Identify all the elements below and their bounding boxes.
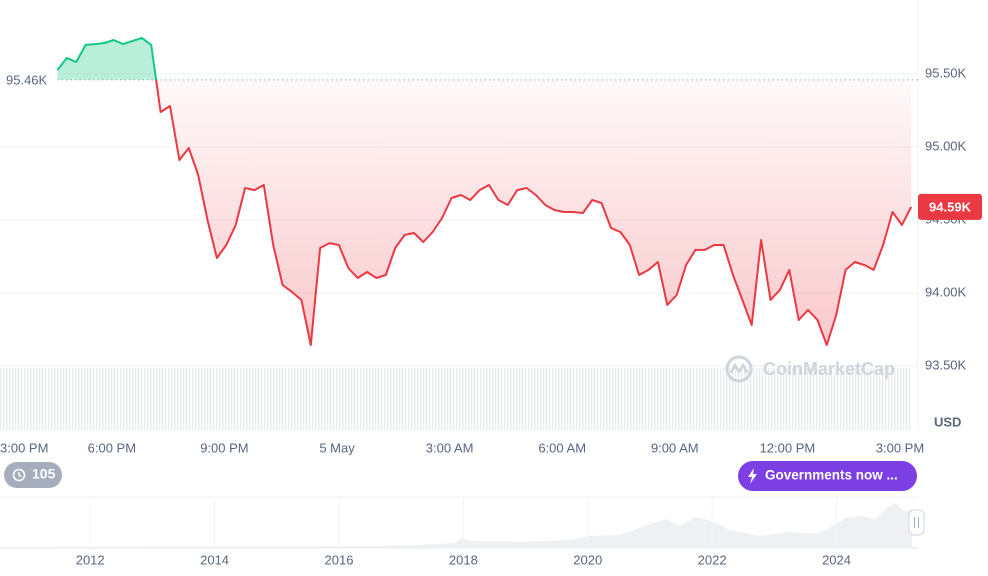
navigator-year: 2014: [200, 552, 229, 567]
baseline-label: 95.46K: [6, 72, 48, 87]
line-down: [155, 79, 913, 346]
y-tick-label: 95.00K: [925, 138, 967, 153]
x-tick-label: 3:00 AM: [426, 440, 474, 455]
last-price-label: 94.59K: [929, 199, 972, 214]
currency: USD: [934, 414, 961, 429]
navigator-year: 2012: [76, 552, 105, 567]
y-tick-label: 93.50K: [925, 357, 967, 372]
area-up: [57, 37, 157, 80]
button-text: Governments now ...: [765, 468, 898, 483]
button-bg: [738, 461, 917, 491]
x-tick-label: 9:00 AM: [651, 440, 699, 455]
news-button[interactable]: Governments now ...: [738, 461, 917, 491]
area-down: [57, 79, 912, 345]
baseline-label-bg: [0, 70, 56, 89]
last-price-bg: [918, 193, 982, 220]
x-tick-label: 9:00 PM: [200, 440, 248, 455]
badge-text: 105: [32, 466, 56, 482]
x-tick-label: 3:00 PM: [876, 440, 924, 455]
x-tick-label: 6:00 AM: [538, 440, 586, 455]
navigator-year: 2018: [449, 552, 478, 567]
navigator-year: 2022: [698, 552, 727, 567]
y-tick-label: 94.00K: [925, 284, 967, 299]
x-tick-label: 12:00 PM: [760, 440, 816, 455]
navigator-year: 2016: [325, 552, 354, 567]
navigator-year: 2020: [573, 552, 602, 567]
x-tick-label: 3:00 PM: [0, 440, 48, 455]
navigator: 2012 2014 2016 2018 2020 2022 2024: [0, 496, 925, 567]
x-tick-label: 5 May: [319, 440, 355, 455]
x-tick-label: 6:00 PM: [88, 440, 136, 455]
watermark-text: CoinMarketCap: [763, 359, 895, 379]
navigator-handle[interactable]: [908, 509, 925, 536]
badge-bg: [4, 462, 62, 488]
history-badge[interactable]: 105: [4, 462, 62, 488]
watermark: CoinMarketCap: [725, 355, 895, 383]
navigator-area: [0, 503, 912, 548]
navigator-year: 2024: [822, 552, 851, 567]
y-tick-label: 95.50K: [925, 65, 967, 80]
volume-band: [0, 368, 912, 430]
